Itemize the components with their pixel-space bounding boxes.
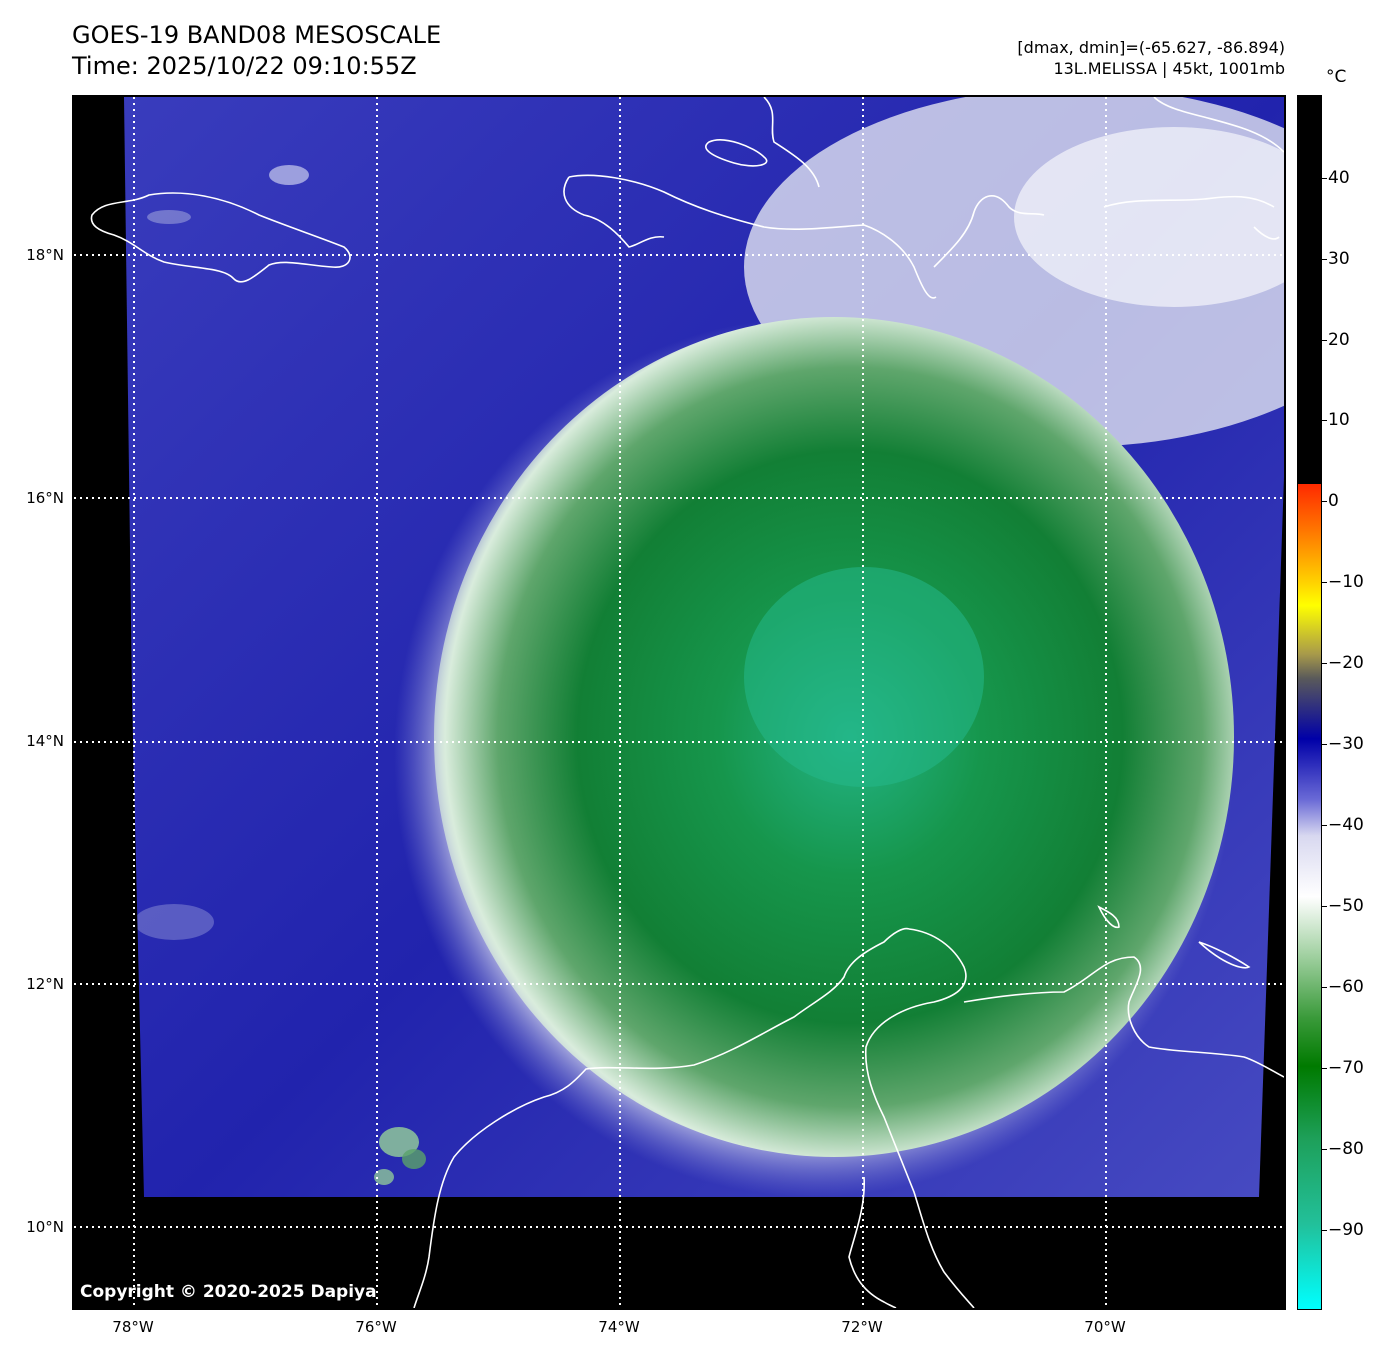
cb-label-minus30: −30 bbox=[1328, 734, 1364, 754]
coastlines bbox=[90, 97, 1284, 1308]
cb-tick bbox=[1322, 178, 1327, 179]
cb-tick bbox=[1322, 906, 1327, 907]
cb-label-minus90: −90 bbox=[1328, 1220, 1364, 1240]
cb-label-0: 0 bbox=[1328, 491, 1339, 511]
copyright-text: Copyright © 2020-2025 Dapiya bbox=[80, 1282, 377, 1302]
title-line-2: Time: 2025/10/22 09:10:55Z bbox=[72, 52, 417, 80]
satellite-map: Copyright © 2020-2025 Dapiya bbox=[72, 95, 1286, 1310]
title-line-1: GOES-19 BAND08 MESOSCALE bbox=[72, 21, 442, 49]
cb-label-20: 20 bbox=[1328, 330, 1350, 350]
cb-tick bbox=[1322, 825, 1327, 826]
cb-label-40: 40 bbox=[1328, 168, 1350, 188]
lon-tick-70w: 70°W bbox=[1084, 1318, 1126, 1336]
cb-tick bbox=[1322, 1230, 1327, 1231]
cb-tick bbox=[1322, 663, 1327, 664]
cb-tick bbox=[1322, 1068, 1327, 1069]
colorbar-unit: °C bbox=[1326, 67, 1347, 87]
cb-label-minus40: −40 bbox=[1328, 815, 1364, 835]
colorbar bbox=[1297, 95, 1322, 1310]
graticule bbox=[74, 97, 1284, 1308]
satellite-image bbox=[74, 97, 1284, 1308]
storm-text: 13L.MELISSA | 45kt, 1001mb bbox=[1053, 59, 1285, 78]
cb-label-30: 30 bbox=[1328, 249, 1350, 269]
cb-tick bbox=[1322, 259, 1327, 260]
lon-tick-72w: 72°W bbox=[841, 1318, 883, 1336]
lon-tick-76w: 76°W bbox=[355, 1318, 397, 1336]
cb-tick bbox=[1322, 1149, 1327, 1150]
lon-tick-78w: 78°W bbox=[112, 1318, 154, 1336]
lat-tick-12n: 12°N bbox=[26, 975, 64, 993]
lon-tick-74w: 74°W bbox=[598, 1318, 640, 1336]
cb-label-minus70: −70 bbox=[1328, 1058, 1364, 1078]
lat-tick-14n: 14°N bbox=[26, 732, 64, 750]
lat-tick-16n: 16°N bbox=[26, 489, 64, 507]
range-text: [dmax, dmin]=(-65.627, -86.894) bbox=[1017, 38, 1285, 57]
cb-label-minus80: −80 bbox=[1328, 1139, 1364, 1159]
cb-label-minus60: −60 bbox=[1328, 977, 1364, 997]
cb-tick bbox=[1322, 501, 1327, 502]
cb-label-minus50: −50 bbox=[1328, 896, 1364, 916]
cb-tick bbox=[1322, 420, 1327, 421]
cb-tick bbox=[1322, 582, 1327, 583]
lat-tick-10n: 10°N bbox=[26, 1218, 64, 1236]
cb-tick bbox=[1322, 340, 1327, 341]
cb-label-minus20: −20 bbox=[1328, 653, 1364, 673]
cb-label-10: 10 bbox=[1328, 410, 1350, 430]
cb-label-minus10: −10 bbox=[1328, 572, 1364, 592]
lat-tick-18n: 18°N bbox=[26, 246, 64, 264]
cb-tick bbox=[1322, 744, 1327, 745]
cb-tick bbox=[1322, 987, 1327, 988]
